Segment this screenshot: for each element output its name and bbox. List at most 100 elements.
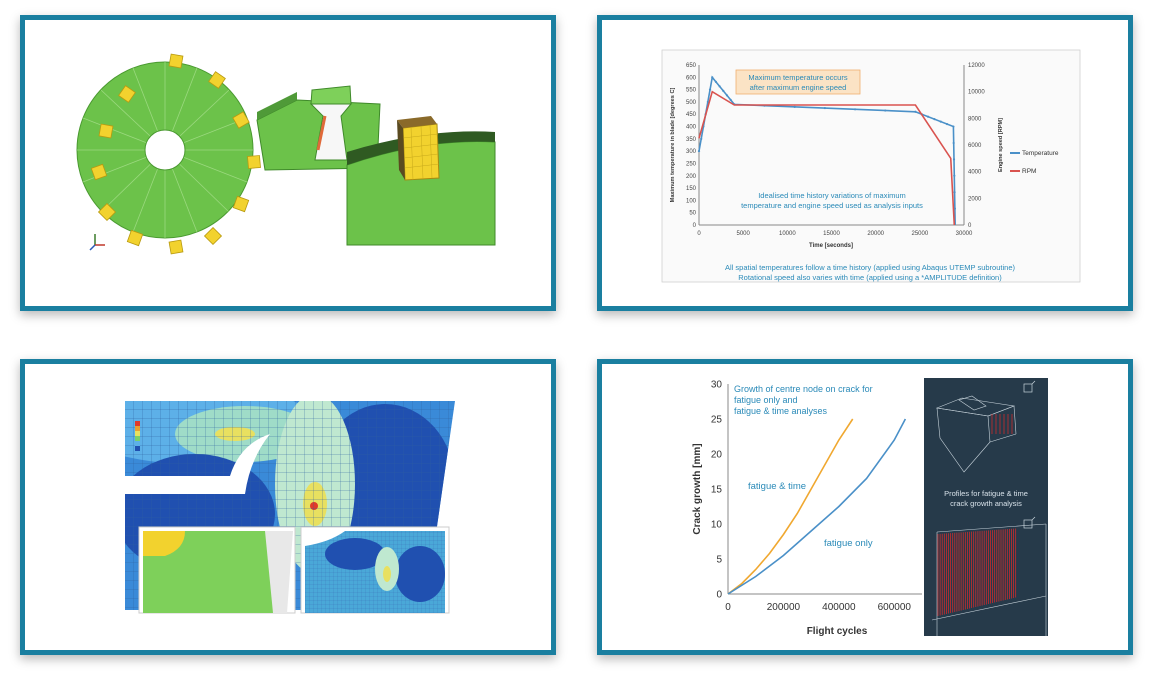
- y-tick-label: 550: [686, 88, 697, 94]
- crack-profile-view: Profiles for fatigue & time crack growth…: [924, 378, 1048, 636]
- temperature-marker: [711, 76, 714, 79]
- y-tick-label: 350: [686, 137, 697, 143]
- temperature-marker: [823, 106, 826, 110]
- label-fatigue-time: fatigue & time: [748, 481, 806, 492]
- temperature-marker: [945, 122, 949, 126]
- label-fatigue-only: fatigue only: [824, 538, 873, 549]
- x-tick-label: 20000: [867, 231, 884, 237]
- x-tick-label: 600000: [878, 602, 912, 613]
- caption-line1: All spatial temperatures follow a time h…: [725, 263, 1016, 272]
- temperature-marker: [718, 85, 721, 88]
- annotation-max-temp-line2: after maximum engine speed: [750, 83, 847, 92]
- annotation-max-temp-line1: Maximum temperature occurs: [748, 73, 847, 82]
- series-line-fatigue-time: [727, 418, 854, 595]
- temperature-chart-panel: 0 50 100 150 200 250 300 350 400 450 500 550 600 650 …: [597, 15, 1133, 311]
- temperature-chart: 050100150200250300350400450500550600650 …: [661, 49, 1081, 283]
- annotation-idealised-line2: temperature and engine speed used as ana…: [741, 201, 923, 210]
- series-line-fatigue-only: [727, 418, 907, 595]
- temperature-marker: [714, 80, 718, 83]
- x-tick-label: 5000: [736, 231, 750, 237]
- temperature-marker: [939, 120, 942, 123]
- y2-tick-label: 8000: [968, 116, 982, 122]
- y2-tick-label: 0: [968, 223, 972, 229]
- contour-legend: [135, 421, 140, 451]
- temperature-marker: [708, 88, 712, 91]
- legend-rpm: RPM: [1022, 168, 1036, 175]
- y-axis-label: Crack growth [mm]: [692, 443, 703, 534]
- y-tick-label: 50: [689, 211, 696, 217]
- y-tick-label: 450: [686, 112, 697, 118]
- temperature-marker: [933, 118, 936, 121]
- temperature-marker: [700, 137, 703, 140]
- chart-legend: Temperature RPM: [1010, 150, 1059, 175]
- side-caption-line2: crack growth analysis: [950, 499, 1022, 508]
- y-tick-label: 600: [686, 75, 697, 81]
- y-tick-label: 20: [711, 450, 723, 461]
- x-tick-label: 25000: [911, 231, 928, 237]
- temperature-marker: [953, 191, 956, 194]
- crack-growth-chart: 0 5 10 15 20 25 30 0 200000 400000 600000 Flight …: [692, 378, 1048, 637]
- x-tick-label: 30000: [956, 231, 973, 237]
- temperature-marker: [952, 141, 955, 145]
- temperature-marker: [729, 98, 732, 101]
- y-tick-label: 15: [711, 485, 723, 496]
- caption-line2: Rotational speed also varies with time (…: [738, 273, 1002, 282]
- temperature-marker: [952, 125, 955, 128]
- y-tick-label: 400: [686, 125, 697, 131]
- y2-tick-label: 12000: [968, 63, 985, 69]
- x-tick-label: 10000: [779, 231, 796, 237]
- series-line-rpm: [698, 90, 956, 226]
- y-tick-label: 500: [686, 100, 697, 106]
- temperature-marker: [725, 94, 729, 97]
- y-tick-label: 650: [686, 63, 697, 69]
- disc-zoom-detail: [346, 116, 496, 246]
- x-tick-label: 0: [697, 231, 701, 237]
- temperature-marker: [884, 109, 887, 112]
- crack-growth-panel: 0 5 10 15 20 25 30 0 200000 400000 600000 Flight …: [597, 359, 1133, 655]
- x-tick-label: 0: [725, 602, 731, 613]
- contour-inset-right: [300, 526, 450, 614]
- disc-bore: [144, 129, 186, 171]
- annotation-idealised-line1: Idealised time history variations of max…: [758, 191, 906, 200]
- stress-contour-image: [125, 401, 455, 614]
- axis-triad-icon: [89, 234, 105, 251]
- temperature-marker: [853, 108, 857, 111]
- disc-model-panel: [20, 15, 556, 311]
- y2-axis-label: Engine speed [RPM]: [998, 118, 1004, 172]
- temperature-marker: [914, 110, 917, 113]
- y2-tick-label: 10000: [968, 90, 985, 96]
- y-tick-label: 0: [693, 223, 697, 229]
- y2-tick-label: 6000: [968, 143, 982, 149]
- y-tick-label: 200: [686, 174, 697, 180]
- y-tick-label: 10: [711, 520, 723, 531]
- y-tick-label: 250: [686, 161, 697, 167]
- y-tick-label: 100: [686, 198, 697, 204]
- y2-tick-label: 2000: [968, 196, 982, 202]
- x-axis-label: Time [seconds]: [809, 243, 853, 249]
- disc-model-image: [76, 53, 496, 255]
- stress-contour-panel: [20, 359, 556, 655]
- temperature-marker: [697, 150, 701, 153]
- y-tick-label: 0: [716, 590, 722, 601]
- temperature-marker: [953, 174, 956, 177]
- temperature-marker: [953, 207, 956, 210]
- contour-inset-left: [138, 526, 296, 614]
- y2-tick-label: 4000: [968, 170, 982, 176]
- x-tick-label: 400000: [822, 602, 856, 613]
- y-tick-label: 25: [711, 415, 723, 426]
- x-tick-label: 15000: [823, 231, 840, 237]
- y-axis-label: Maximum temperature in blade [degrees C]: [670, 88, 676, 203]
- y-tick-label: 150: [686, 186, 697, 192]
- temperature-marker: [722, 89, 725, 92]
- x-tick-label: 200000: [767, 602, 801, 613]
- annotation-growth-line1: Growth of centre node on crack for: [734, 384, 873, 394]
- blade-roots: [90, 53, 261, 255]
- y-tick-label: 5: [716, 555, 722, 566]
- side-caption-line1: Profiles for fatigue & time: [944, 489, 1028, 498]
- y-tick-label: 300: [686, 149, 697, 155]
- annotation-growth-line2: fatigue only and: [734, 395, 798, 405]
- legend-temperature: Temperature: [1022, 150, 1059, 157]
- temperature-marker: [952, 158, 956, 161]
- cube-orientation-icon: [1023, 380, 1036, 529]
- y-tick-label: 30: [711, 380, 723, 391]
